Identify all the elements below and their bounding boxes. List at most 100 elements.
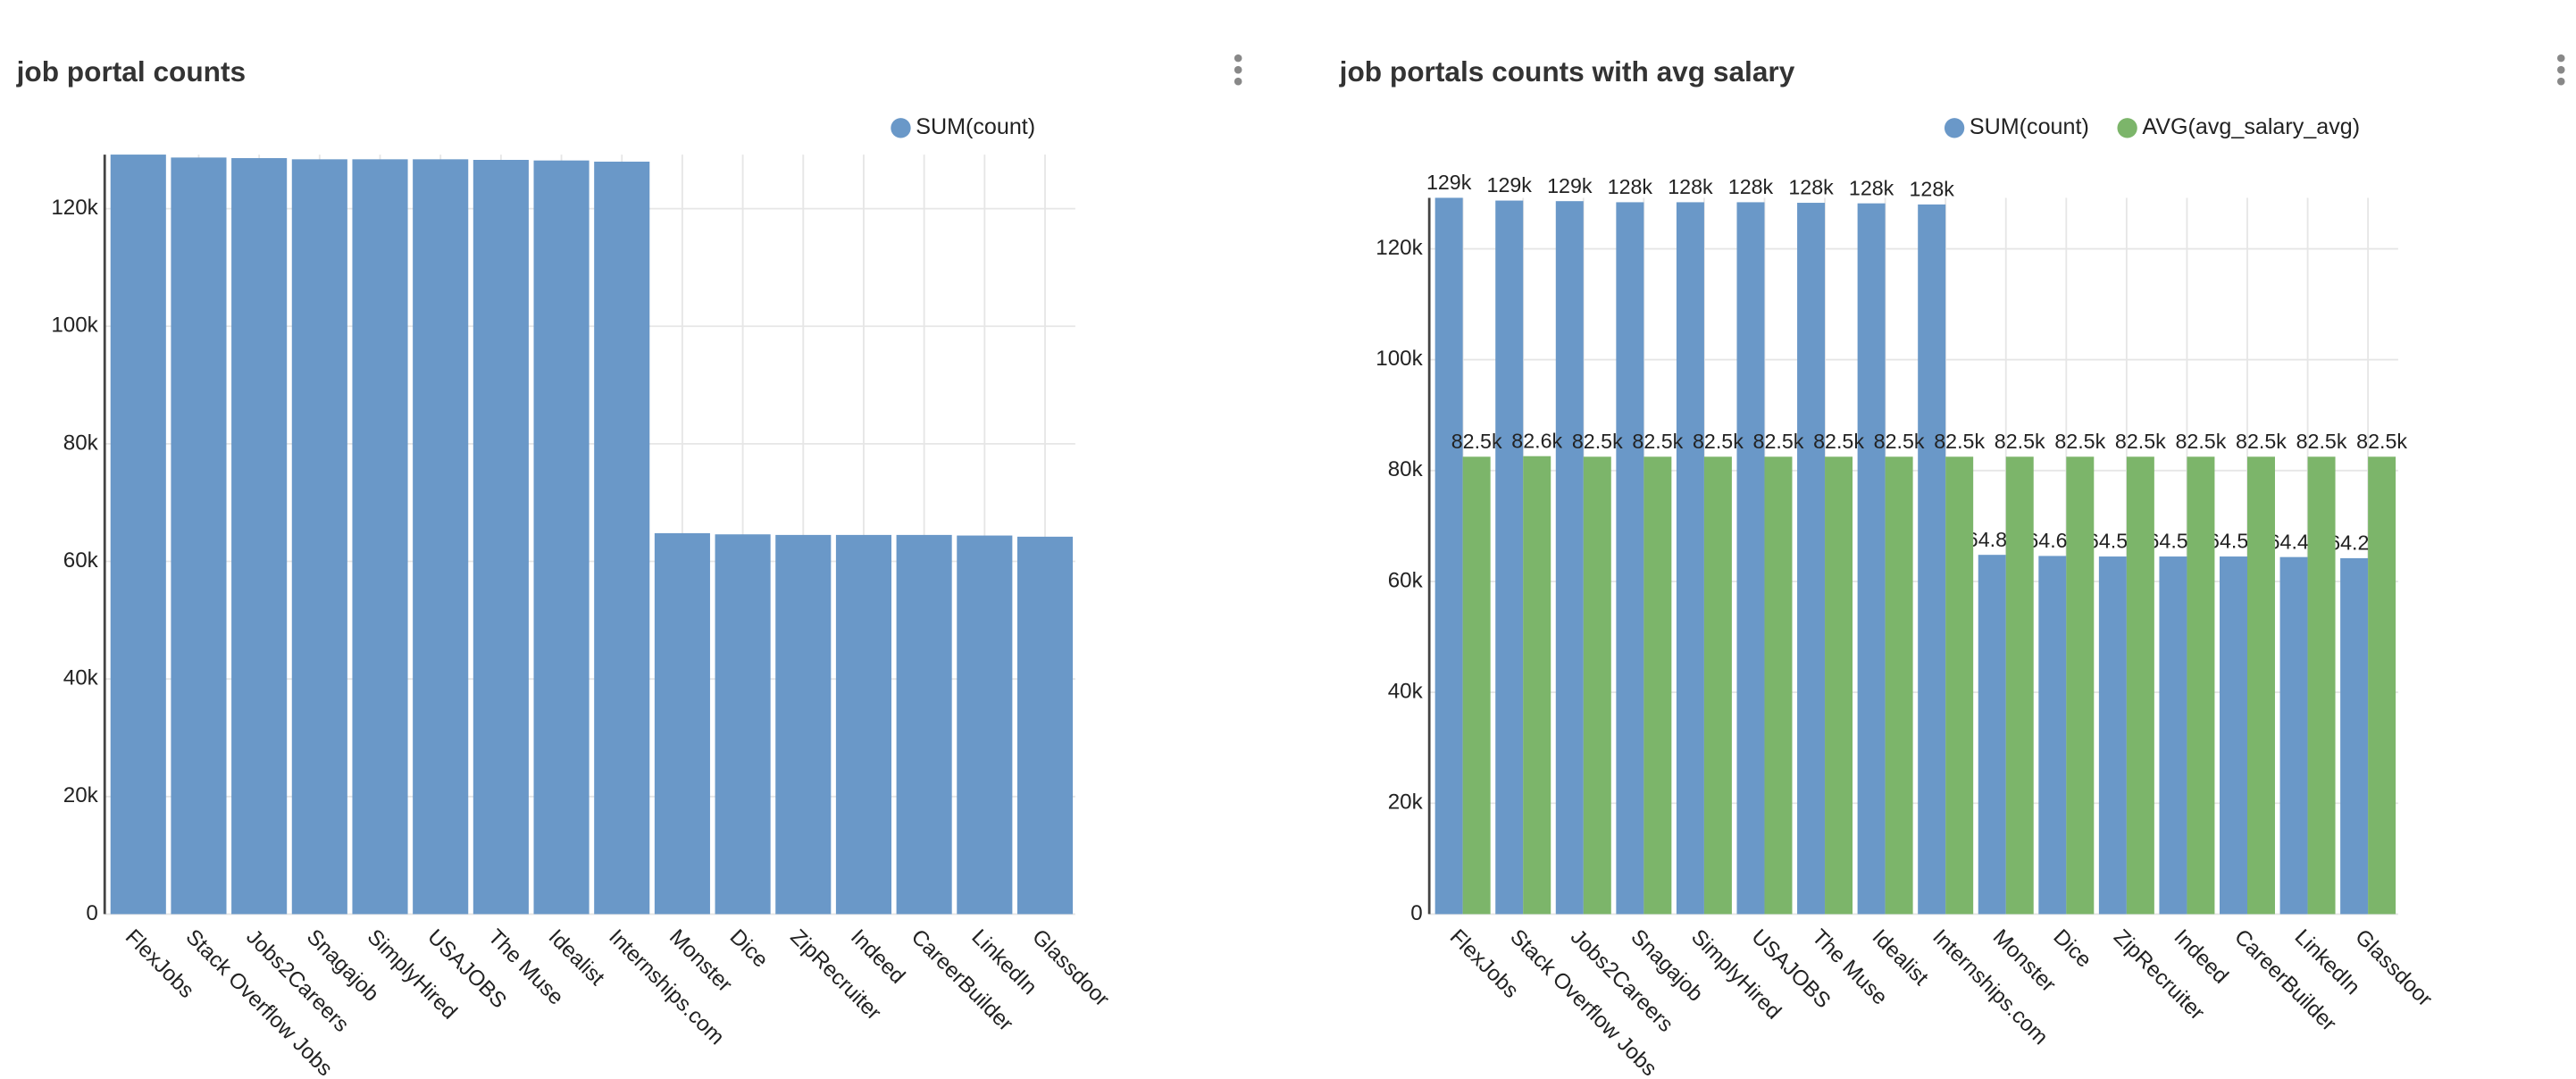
- bar: [1764, 456, 1793, 915]
- y-tick-label: 60k: [1388, 568, 1424, 592]
- x-tick-label: Jobs2Careers: [241, 924, 354, 1037]
- bar: [291, 159, 347, 915]
- legend-marker: [2117, 118, 2137, 138]
- bar: [171, 157, 227, 915]
- y-tick-label: 80k: [1388, 457, 1424, 481]
- bar: [1885, 456, 1913, 915]
- value-label: 128k: [1608, 175, 1653, 198]
- menu-dot: [1234, 54, 1242, 63]
- bar: [775, 534, 832, 915]
- y-tick-label: 20k: [1388, 790, 1424, 815]
- bar: [2340, 557, 2369, 915]
- y-tick-label: 100k: [1376, 347, 1423, 371]
- bar: [1736, 202, 1765, 915]
- bar: [2005, 456, 2034, 915]
- bar: [1857, 203, 1886, 915]
- bar: [2126, 456, 2154, 915]
- menu-dot: [2556, 65, 2565, 74]
- bar: [957, 535, 1013, 915]
- y-tick-label: 60k: [63, 548, 99, 573]
- bar: [2098, 556, 2127, 915]
- bar: [2279, 556, 2308, 915]
- bar: [1643, 456, 1672, 915]
- x-tick-label: Dice: [725, 924, 773, 972]
- legend-label: SUM(count): [916, 114, 1035, 139]
- bar: [1434, 197, 1463, 915]
- bar: [835, 534, 892, 915]
- menu-dot: [1234, 65, 1242, 74]
- bar: [1616, 202, 1644, 915]
- value-label: 82.5k: [2115, 430, 2166, 453]
- menu-icon[interactable]: [1234, 54, 1242, 86]
- bar: [2159, 556, 2187, 915]
- bar: [2220, 556, 2247, 915]
- x-tick-label: Dice: [2048, 924, 2095, 972]
- value-label: 82.5k: [2356, 430, 2407, 453]
- value-label: 82.5k: [2236, 430, 2287, 453]
- chart-title: job portals counts with avg salary: [1339, 55, 1795, 88]
- bar: [2307, 456, 2336, 915]
- value-label: 129k: [1547, 174, 1593, 197]
- bar: [2187, 456, 2215, 915]
- value-label: 128k: [1909, 178, 1954, 201]
- menu-dot: [2556, 77, 2565, 86]
- value-label: 82.5k: [1632, 430, 1683, 453]
- legend-label: SUM(count): [1970, 114, 2089, 139]
- x-tick-label: Glassdoor: [2350, 924, 2437, 1011]
- bar: [1918, 204, 1946, 915]
- value-label: 82.5k: [2296, 430, 2347, 453]
- bar: [1703, 456, 1732, 915]
- bar: [1945, 456, 1974, 915]
- bar: [352, 159, 408, 915]
- value-label: 82.5k: [1753, 430, 1804, 453]
- menu-dot: [1234, 77, 1242, 86]
- bar: [1495, 200, 1524, 915]
- bar: [715, 534, 771, 915]
- value-label: 128k: [1728, 175, 1774, 198]
- value-label: 82.5k: [1995, 430, 2045, 453]
- y-tick-label: 40k: [63, 666, 99, 690]
- bar: [2246, 456, 2275, 915]
- bar: [1978, 555, 2006, 915]
- bar: [1583, 456, 1611, 915]
- bar: [1523, 456, 1551, 915]
- bar: [1676, 202, 1704, 915]
- value-label: 82.5k: [2054, 430, 2105, 453]
- bar: [533, 160, 590, 915]
- legend-marker: [1944, 118, 1965, 138]
- y-tick-label: 0: [1410, 901, 1422, 925]
- value-label: 82.5k: [1693, 430, 1744, 453]
- value-label: 82.5k: [1572, 430, 1623, 453]
- bar: [2066, 456, 2095, 915]
- value-label: 82.5k: [2175, 430, 2226, 453]
- y-tick-label: 80k: [63, 431, 99, 455]
- value-label: 82.5k: [1451, 430, 1502, 453]
- legend-marker: [891, 118, 911, 138]
- value-label: 82.6k: [1511, 429, 1562, 452]
- bar: [473, 159, 529, 915]
- bar: [1555, 201, 1584, 915]
- bar: [1016, 536, 1074, 915]
- bar: [1825, 456, 1853, 915]
- x-tick-label: Jobs2Careers: [1566, 924, 1678, 1037]
- value-label: 128k: [1668, 175, 1713, 198]
- value-label: 82.5k: [1874, 430, 1925, 453]
- bar: [654, 532, 710, 915]
- bar: [231, 158, 288, 915]
- value-label: 129k: [1426, 171, 1472, 194]
- menu-icon[interactable]: [2556, 54, 2565, 86]
- y-tick-label: 120k: [1376, 236, 1423, 260]
- value-label: 128k: [1849, 176, 1894, 199]
- bar: [2038, 556, 2067, 915]
- value-label: 128k: [1788, 176, 1834, 199]
- chart-title: job portal counts: [16, 55, 247, 88]
- y-tick-label: 40k: [1388, 680, 1424, 704]
- bar: [1797, 203, 1826, 915]
- bar: [2368, 456, 2396, 915]
- bar: [413, 159, 469, 915]
- x-tick-label: Glassdoor: [1027, 924, 1114, 1011]
- bar: [1462, 456, 1491, 915]
- bar: [594, 161, 650, 915]
